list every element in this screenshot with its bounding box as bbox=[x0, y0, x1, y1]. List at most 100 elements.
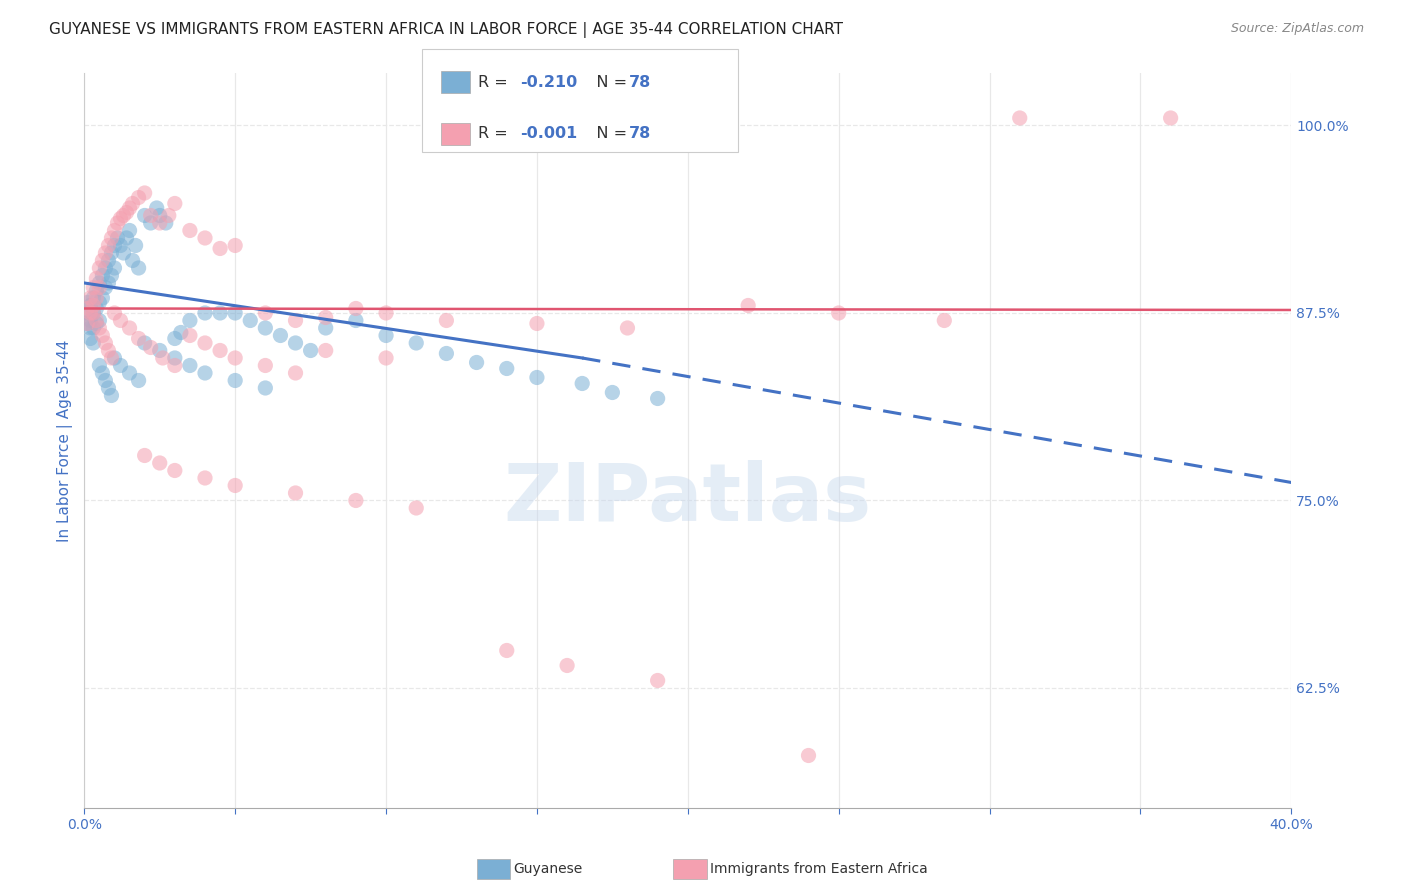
Point bbox=[194, 231, 217, 245]
Point bbox=[94, 260, 117, 275]
Point bbox=[571, 376, 593, 391]
Point bbox=[375, 351, 398, 365]
Point bbox=[224, 306, 246, 320]
Point bbox=[97, 381, 120, 395]
Point bbox=[100, 268, 122, 283]
Point bbox=[86, 317, 108, 331]
Point bbox=[1160, 111, 1182, 125]
Point bbox=[269, 328, 291, 343]
Point bbox=[315, 343, 337, 358]
Point bbox=[254, 381, 277, 395]
Point bbox=[110, 211, 132, 226]
Point bbox=[82, 280, 104, 294]
Point bbox=[163, 351, 186, 365]
Text: 78: 78 bbox=[628, 127, 651, 141]
Point bbox=[194, 336, 217, 351]
Point bbox=[76, 295, 98, 310]
Point bbox=[134, 336, 156, 351]
Point bbox=[209, 306, 232, 320]
Point bbox=[89, 260, 111, 275]
Text: R =: R = bbox=[478, 75, 513, 89]
Point bbox=[89, 295, 111, 310]
Point bbox=[315, 310, 337, 325]
Point bbox=[224, 478, 246, 492]
Point bbox=[91, 291, 114, 305]
Point bbox=[86, 291, 108, 305]
Point bbox=[128, 331, 150, 345]
Point bbox=[134, 186, 156, 200]
Point bbox=[89, 276, 111, 290]
Point bbox=[100, 388, 122, 402]
Point bbox=[100, 231, 122, 245]
Point bbox=[91, 253, 114, 268]
Point bbox=[112, 209, 135, 223]
Point bbox=[82, 306, 104, 320]
Point bbox=[155, 216, 177, 230]
Point bbox=[94, 246, 117, 260]
Point bbox=[602, 385, 624, 400]
Point bbox=[139, 209, 162, 223]
Point bbox=[405, 336, 427, 351]
Point bbox=[82, 298, 104, 312]
Point bbox=[209, 343, 232, 358]
Point bbox=[647, 392, 669, 406]
Y-axis label: In Labor Force | Age 35-44: In Labor Force | Age 35-44 bbox=[58, 339, 73, 541]
Point bbox=[434, 313, 457, 327]
Point bbox=[76, 317, 98, 331]
Point bbox=[82, 291, 104, 305]
Point bbox=[118, 201, 141, 215]
Point bbox=[110, 313, 132, 327]
Point bbox=[209, 242, 232, 256]
Point bbox=[118, 321, 141, 335]
Text: -0.001: -0.001 bbox=[520, 127, 578, 141]
Point bbox=[284, 313, 307, 327]
Point bbox=[79, 331, 101, 345]
Point bbox=[91, 268, 114, 283]
Point bbox=[647, 673, 669, 688]
Point bbox=[97, 343, 120, 358]
Point bbox=[405, 500, 427, 515]
Point bbox=[737, 298, 759, 312]
Point bbox=[121, 196, 143, 211]
Point bbox=[179, 313, 201, 327]
Point bbox=[194, 471, 217, 485]
Point bbox=[110, 359, 132, 373]
Point bbox=[170, 326, 193, 340]
Point bbox=[934, 313, 956, 327]
Point bbox=[82, 306, 104, 320]
Text: ZIPatlas: ZIPatlas bbox=[503, 460, 872, 538]
Point bbox=[97, 238, 120, 252]
Point bbox=[157, 209, 180, 223]
Point bbox=[828, 306, 851, 320]
Point bbox=[86, 313, 108, 327]
Text: -0.210: -0.210 bbox=[520, 75, 578, 89]
Point bbox=[91, 366, 114, 380]
Point bbox=[128, 374, 150, 388]
Text: N =: N = bbox=[581, 127, 631, 141]
Point bbox=[284, 486, 307, 500]
Point bbox=[79, 298, 101, 312]
Point bbox=[86, 284, 108, 298]
Point bbox=[344, 313, 367, 327]
Point bbox=[194, 366, 217, 380]
Point bbox=[152, 351, 174, 365]
Point bbox=[179, 328, 201, 343]
Point bbox=[118, 223, 141, 237]
Point bbox=[526, 370, 548, 384]
Point bbox=[149, 343, 172, 358]
Point bbox=[115, 231, 138, 245]
Point bbox=[254, 306, 277, 320]
Point bbox=[115, 205, 138, 219]
Point bbox=[194, 306, 217, 320]
Point bbox=[103, 351, 125, 365]
Point bbox=[100, 246, 122, 260]
Point bbox=[89, 321, 111, 335]
Point bbox=[94, 374, 117, 388]
Text: N =: N = bbox=[581, 75, 631, 89]
Text: GUYANESE VS IMMIGRANTS FROM EASTERN AFRICA IN LABOR FORCE | AGE 35-44 CORRELATIO: GUYANESE VS IMMIGRANTS FROM EASTERN AFRI… bbox=[49, 22, 844, 38]
Point bbox=[82, 336, 104, 351]
Point bbox=[97, 276, 120, 290]
Point bbox=[616, 321, 638, 335]
Point bbox=[79, 291, 101, 305]
Point bbox=[139, 216, 162, 230]
